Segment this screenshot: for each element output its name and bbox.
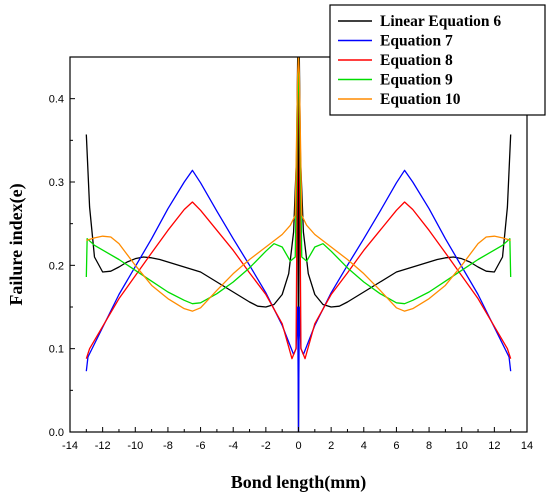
legend-box bbox=[329, 4, 546, 116]
plot-series-group bbox=[85, 57, 512, 432]
x-tick-label: 12 bbox=[488, 440, 500, 452]
series-line-3 bbox=[85, 57, 512, 360]
x-tick-label: -12 bbox=[95, 440, 111, 452]
legend: Linear Equation 6 Equation 7 Equation 8 Equ… bbox=[329, 4, 546, 116]
y-tick-label: 0.3 bbox=[49, 177, 64, 189]
legend-label-1: Linear Equation 6 bbox=[380, 13, 501, 30]
y-tick-label: 0.2 bbox=[49, 260, 64, 272]
x-tick-label: 0 bbox=[295, 440, 301, 452]
x-axis-title: Bond length(mm) bbox=[231, 472, 367, 493]
x-tick-label: 10 bbox=[456, 440, 468, 452]
y-tick-label: 0.0 bbox=[49, 427, 64, 439]
x-tick-label: -2 bbox=[261, 440, 271, 452]
legend-label-3: Equation 8 bbox=[380, 52, 453, 69]
legend-label-4: Equation 9 bbox=[380, 72, 453, 89]
x-tick-label: -6 bbox=[196, 440, 206, 452]
legend-label-5: Equation 10 bbox=[380, 91, 461, 108]
y-tick-label: 0.1 bbox=[49, 344, 64, 356]
x-tick-label: -14 bbox=[62, 440, 78, 452]
x-axis-ticks: -14 -12 -10 -8 -6 -4 -2 0 2 4 6 8 10 12 14 bbox=[62, 427, 533, 452]
x-tick-label: -8 bbox=[163, 440, 173, 452]
x-tick-label: 8 bbox=[426, 440, 432, 452]
y-tick-label: 0.4 bbox=[49, 94, 64, 106]
y-axis-ticks: 0.0 0.1 0.2 0.3 0.4 bbox=[49, 56, 75, 439]
legend-label-2: Equation 7 bbox=[380, 33, 453, 50]
series-line-4 bbox=[85, 57, 512, 305]
x-tick-label: 2 bbox=[328, 440, 334, 452]
x-tick-label: -4 bbox=[228, 440, 238, 452]
series-line-5 bbox=[86, 57, 511, 312]
x-tick-label: 14 bbox=[521, 440, 533, 452]
x-tick-label: -10 bbox=[127, 440, 143, 452]
x-tick-label: 4 bbox=[361, 440, 367, 452]
x-tick-label: 6 bbox=[393, 440, 399, 452]
y-axis-title: Failure index(e) bbox=[6, 183, 27, 305]
series-line-2 bbox=[85, 169, 512, 432]
